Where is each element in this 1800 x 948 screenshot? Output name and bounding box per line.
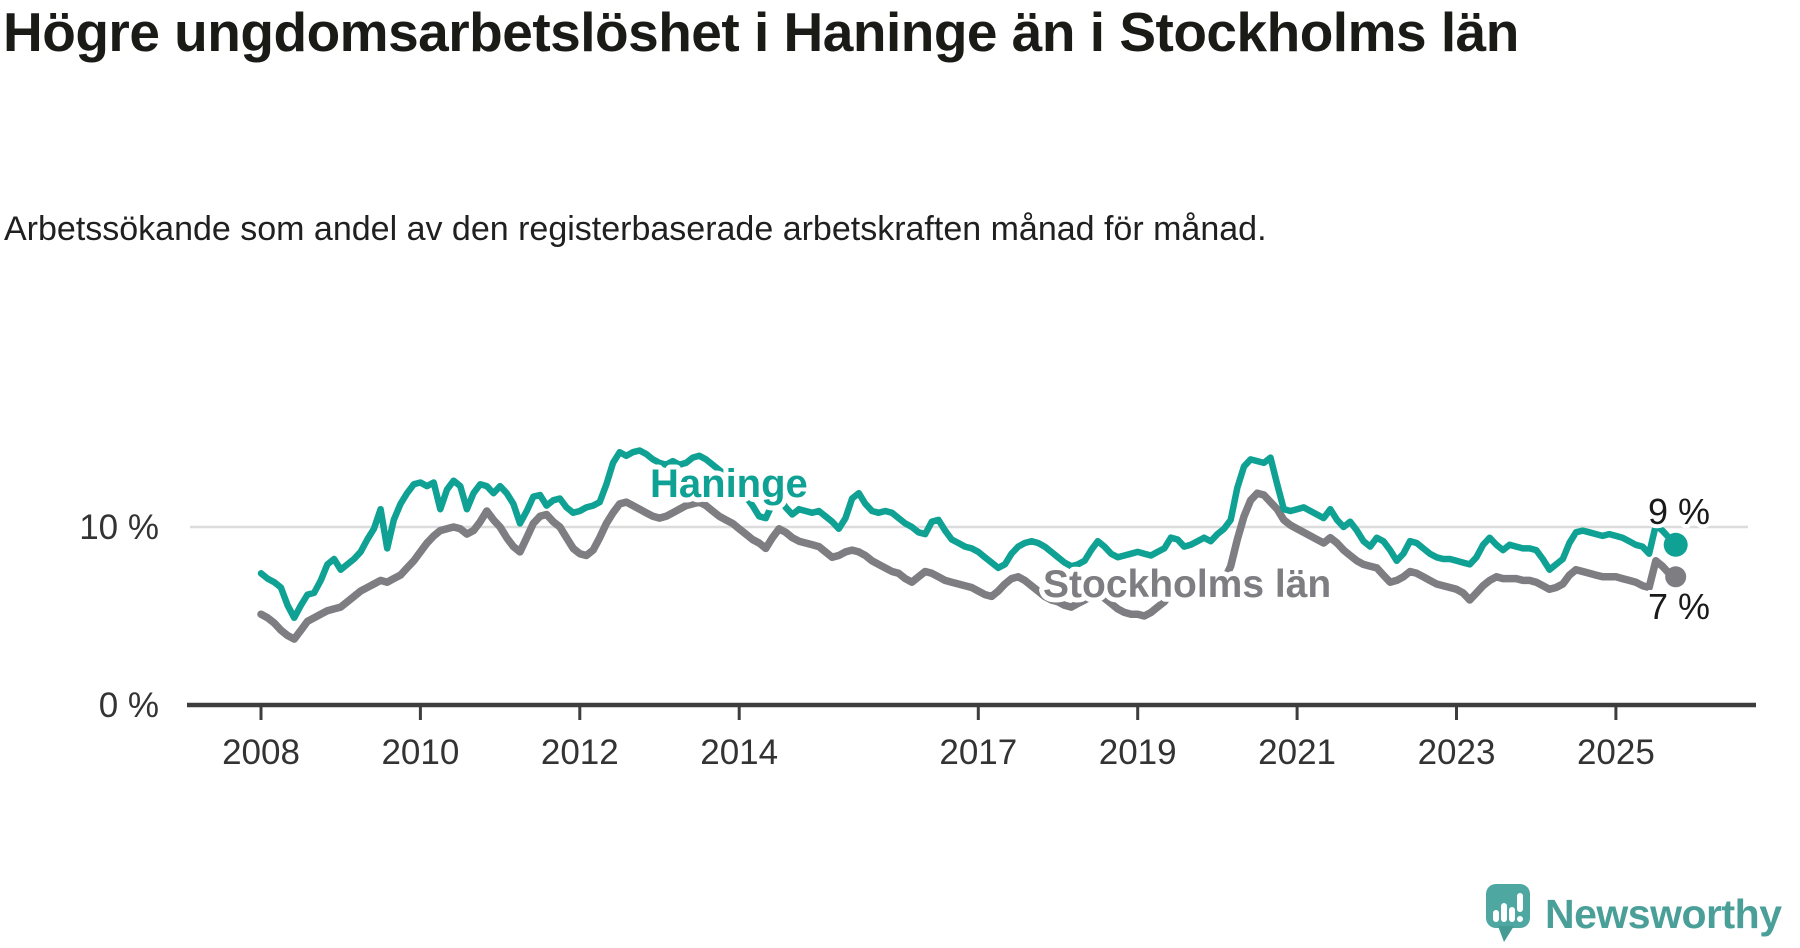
series-end-dot-haninge	[1663, 532, 1688, 557]
series-lines	[257, 447, 1688, 643]
end-value-label-haninge: 9 %	[1648, 491, 1710, 532]
series-end-dot-stockholms-lan	[1665, 566, 1687, 588]
x-axis-ticks: 2008 2010 2012 2014 2017 2019 2021 2023 2025	[222, 705, 1655, 772]
chart-subtitle: Arbetssökande som andel av den registerb…	[4, 210, 1267, 248]
x-tick-label: 2008	[222, 733, 300, 772]
page-title: Högre ungdomsarbetslöshet i Haninge än i…	[3, 1, 1519, 63]
newsworthy-bubble-chart-icon	[1486, 884, 1530, 942]
series-line-haninge	[257, 447, 1679, 622]
x-tick-label: 2017	[939, 733, 1017, 772]
x-tick-label: 2010	[381, 733, 459, 772]
x-tick-label: 2014	[700, 733, 778, 772]
y-tick-label-10: 10 %	[79, 508, 159, 547]
y-tick-label-0: 0 %	[99, 686, 159, 725]
x-tick-label: 2023	[1418, 733, 1496, 772]
newsworthy-logo: Newsworthy	[1486, 884, 1782, 944]
x-tick-label: 2021	[1258, 733, 1336, 772]
newsworthy-wordmark: Newsworthy	[1545, 890, 1782, 937]
series-label-haninge: Haninge	[650, 462, 808, 506]
x-tick-label: 2025	[1577, 733, 1655, 772]
x-tick-label: 2012	[541, 733, 619, 772]
x-tick-label: 2019	[1099, 733, 1177, 772]
end-value-label-stockholm: 7 %	[1648, 586, 1710, 627]
series-line-stockholms-lan	[257, 489, 1680, 643]
series-label-stockholm: Stockholms län	[1043, 563, 1331, 606]
